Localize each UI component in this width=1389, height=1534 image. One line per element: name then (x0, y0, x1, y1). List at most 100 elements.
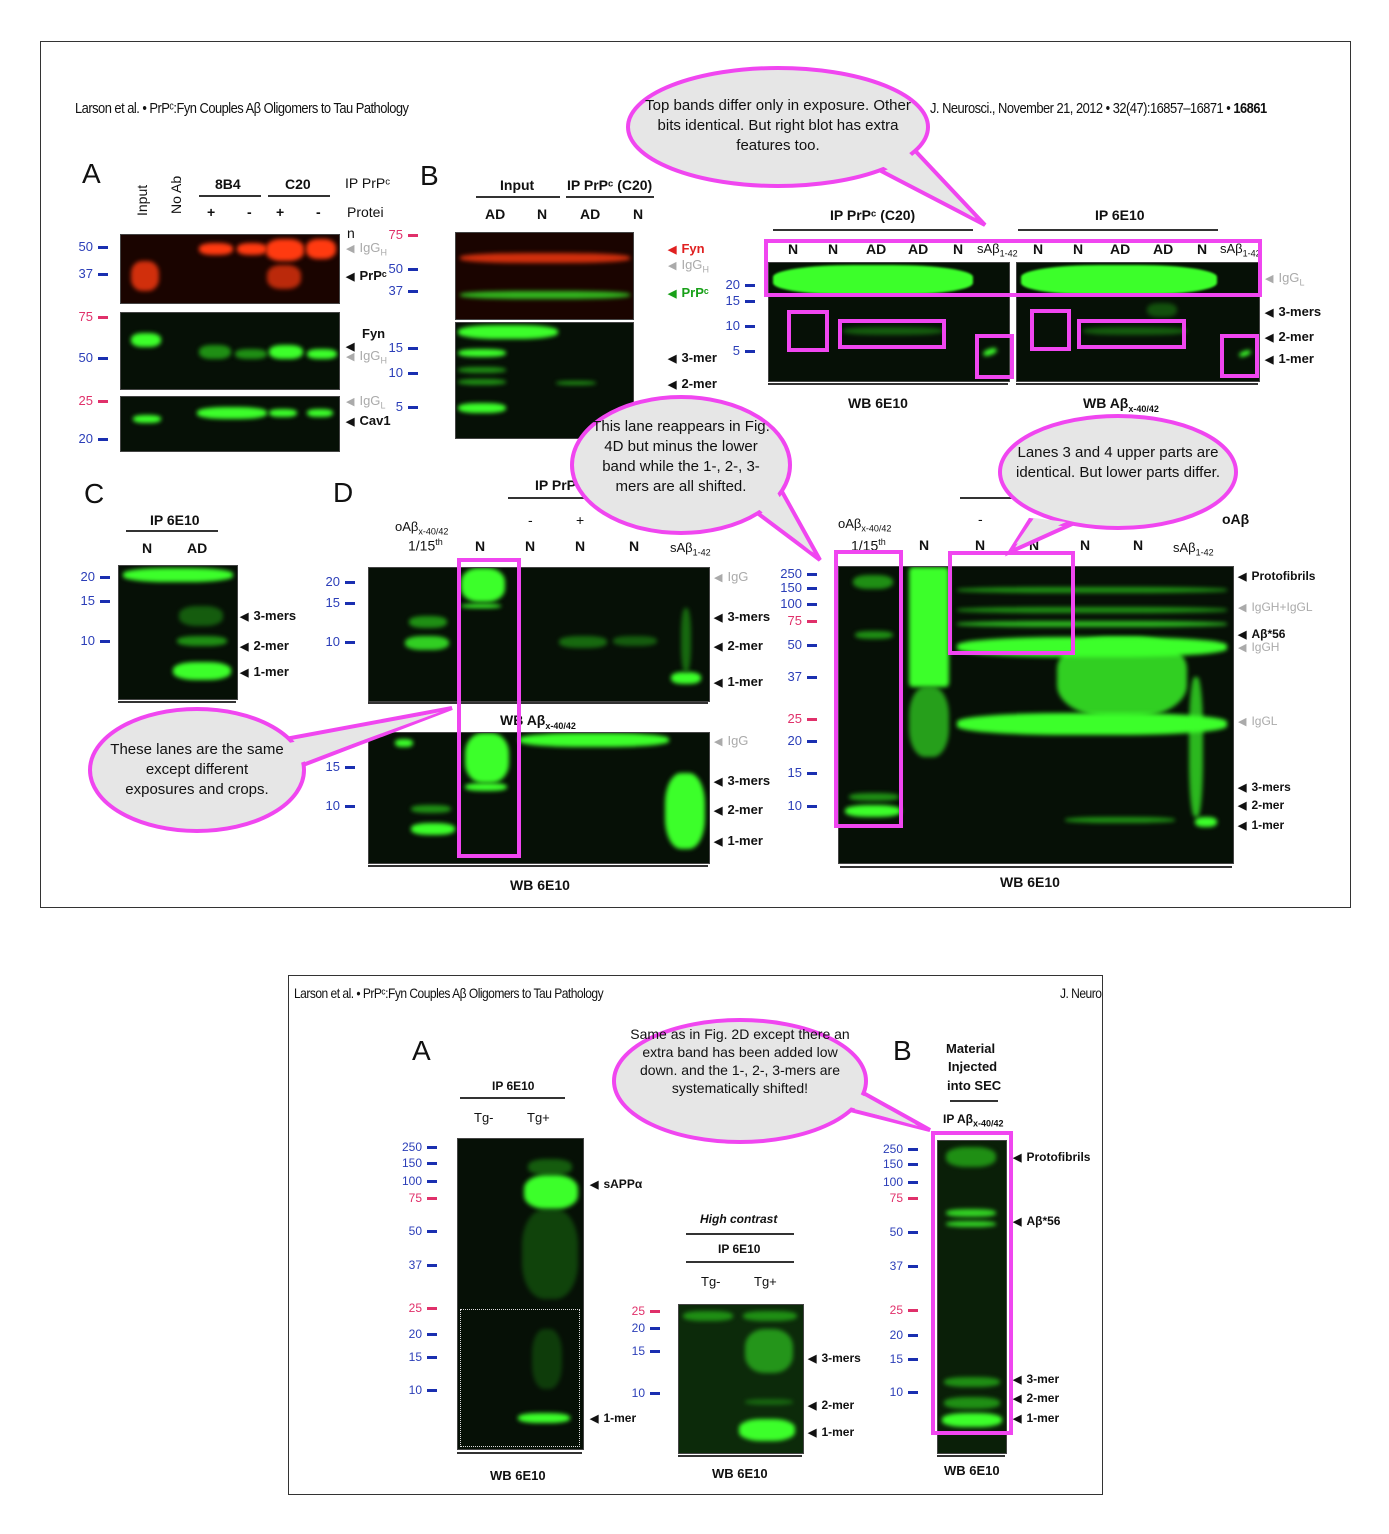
group-ip-6e10: IP 6E10 (150, 512, 200, 528)
blot-band (307, 409, 333, 417)
divider-line (678, 1455, 802, 1457)
arrow-icon: ◀ (714, 641, 723, 653)
sign: - (528, 512, 533, 528)
mw-marker: 10 (620, 1387, 660, 1399)
lane-label: Tg+ (754, 1274, 777, 1289)
band-label: ◀ IgGH (346, 348, 387, 366)
arrow-icon: ◀ (346, 243, 355, 255)
group-line (126, 530, 218, 532)
blot-band (957, 621, 1227, 627)
lane-label: N (633, 206, 644, 222)
arrow-icon: ◀ (1265, 273, 1274, 285)
band-label: ◀ Protofibrils (1013, 1150, 1091, 1164)
mw-marker: 150 (777, 581, 817, 594)
mw-marker: 250 (397, 1141, 437, 1153)
mw-marker: 25 (878, 1304, 918, 1316)
band-label: ◀ 1-mer (240, 664, 289, 679)
group-ip-prp: IP PrP (535, 477, 576, 493)
panel-letter-a: A (412, 1035, 431, 1066)
group-line (1018, 229, 1218, 231)
band-label: ◀ 1-mer (590, 1411, 637, 1425)
blot-bottom-a (457, 1138, 584, 1450)
blot-band (461, 568, 505, 602)
band-label: ◀ PrPᶜ (346, 268, 387, 283)
blot-band (460, 253, 630, 263)
lane-label: N (953, 241, 964, 257)
sign: + (576, 512, 585, 528)
arrow-icon: ◀ (714, 612, 723, 624)
mw-marker: 75 (378, 228, 418, 241)
blot-band (671, 672, 701, 684)
group-line (460, 1097, 565, 1099)
wb-label: WB 6E10 (490, 1468, 546, 1483)
lane-label: N (919, 537, 930, 553)
divider-line (457, 1452, 582, 1454)
divider-line (368, 865, 708, 867)
band-label: ◀ sAPPα (590, 1177, 643, 1191)
dotted-crop-box (460, 1309, 580, 1447)
mw-marker: 20 (777, 734, 817, 747)
blot-band (519, 733, 669, 747)
blot-band (739, 1419, 795, 1441)
arrow-icon: ◀ (1265, 354, 1274, 366)
high-contrast-title: High contrast (700, 1212, 778, 1226)
highlight-box (838, 319, 946, 349)
highlight-box (457, 558, 521, 858)
blot-band (460, 291, 630, 299)
mw-marker: 100 (878, 1176, 918, 1188)
blot-band (743, 1311, 797, 1321)
arrow-icon: ◀ (1238, 820, 1247, 832)
group-line (686, 1233, 794, 1235)
band-label: ◀ IgGH+IgGL (1238, 600, 1313, 614)
callout-bubble-2 (570, 395, 822, 562)
mw-marker: 10 (70, 634, 110, 647)
bottom-figure-frame (288, 975, 1103, 1495)
blot-band (946, 1221, 996, 1227)
arrow-icon: ◀ (668, 353, 677, 365)
callout-text-4: These lanes are the same except differen… (110, 741, 284, 798)
blot-band (946, 1209, 996, 1217)
divider-line (937, 1455, 1005, 1457)
mw-marker: 20 (70, 570, 110, 583)
band-label: ◀ Protofibrils (1238, 569, 1316, 583)
arrow-icon: ◀ (668, 288, 677, 300)
blot-band (946, 1147, 996, 1167)
band-label: ◀ 2-mer (714, 638, 763, 653)
mw-marker: 20 (878, 1329, 918, 1341)
blot-band (849, 793, 899, 801)
arrow-icon: ◀ (1265, 307, 1274, 319)
sign: - (247, 204, 252, 220)
blot-band (683, 1311, 733, 1321)
lane-label: N (629, 538, 640, 554)
lane-label: AD (1153, 241, 1174, 257)
lane-label: N (1029, 537, 1040, 553)
blot-band (199, 243, 233, 255)
blot-band (179, 606, 223, 626)
blot-high-contrast (678, 1304, 804, 1454)
arrow-icon: ◀ (714, 736, 723, 748)
blot-band (665, 773, 705, 849)
group-line (199, 195, 261, 197)
group-line (960, 497, 1060, 499)
arrow-icon: ◀ (1013, 1216, 1022, 1228)
mw-marker: 50 (68, 240, 108, 253)
sign: + (276, 204, 285, 220)
arrow-icon: ◀ (590, 1413, 599, 1425)
title-line: Material (946, 1041, 996, 1056)
mw-marker: 75 (777, 614, 817, 627)
band-label: ◀ 2-mer (808, 1398, 855, 1412)
mw-marker: 25 (68, 394, 108, 407)
blot-d-upper (368, 567, 710, 702)
lane-label: N (1080, 537, 1091, 553)
blot-band (269, 409, 297, 417)
wb-label: WB 6E10 (1000, 874, 1060, 890)
blot-band (1189, 677, 1203, 817)
arrow-icon: ◀ (1265, 332, 1274, 344)
mw-marker: 20 (715, 278, 755, 291)
lane-label: AD (580, 206, 601, 222)
band-label: ◀ Aβ*56 (1013, 1214, 1061, 1228)
mw-marker: 50 (378, 262, 418, 275)
group-line (773, 229, 973, 231)
lane-label: N (1197, 241, 1208, 257)
